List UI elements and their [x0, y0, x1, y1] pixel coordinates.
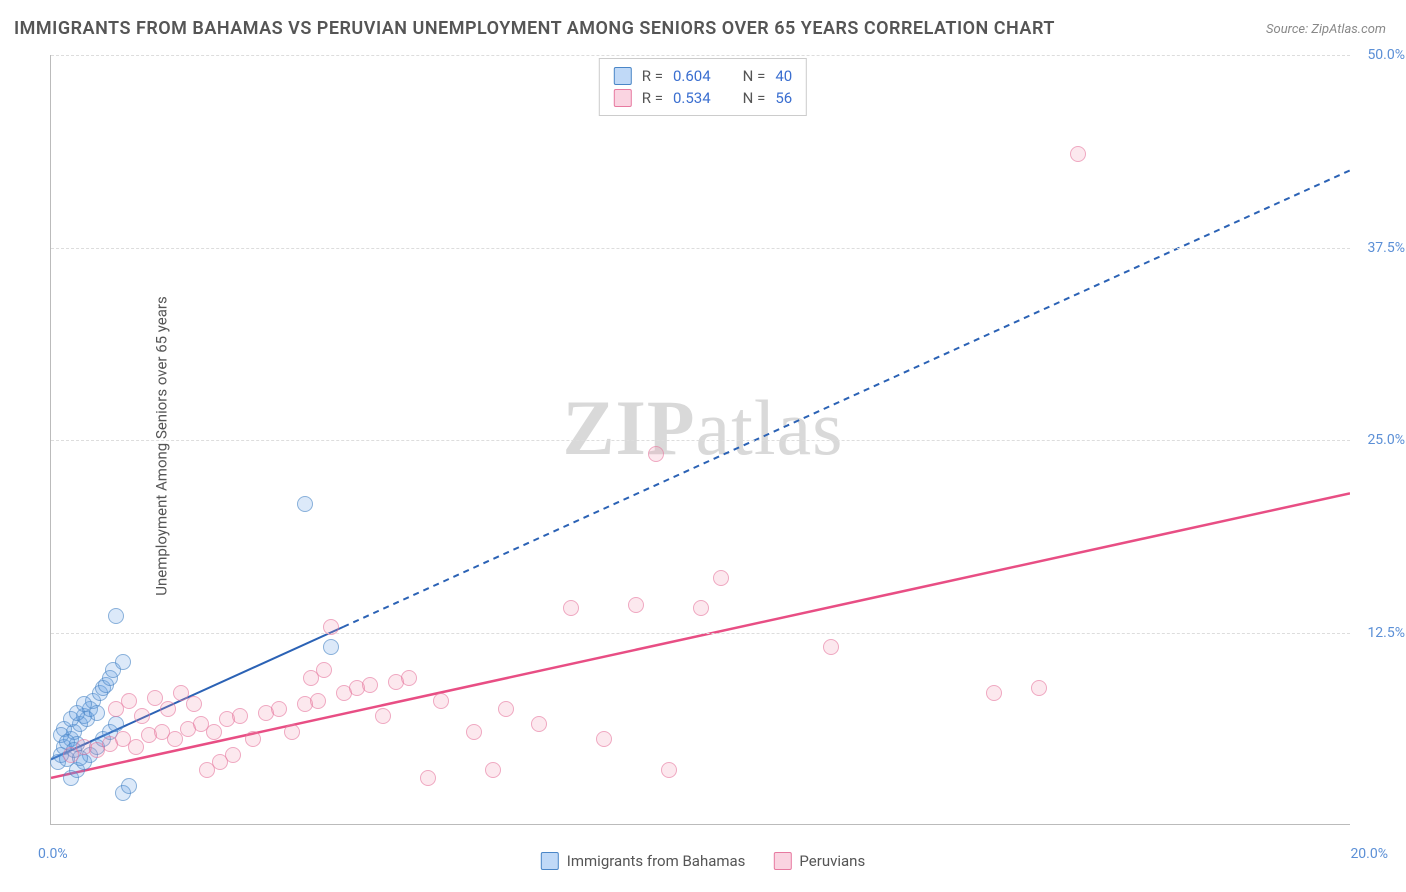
- data-point: [498, 701, 514, 717]
- data-point: [1070, 146, 1086, 162]
- data-point: [89, 705, 105, 721]
- y-tick-label: 37.5%: [1367, 240, 1405, 256]
- data-point: [362, 677, 378, 693]
- data-point: [596, 731, 612, 747]
- x-tick-max: 20.0%: [1350, 846, 1388, 862]
- data-point: [375, 708, 391, 724]
- grid-line: [51, 248, 1350, 249]
- n-label: N =: [743, 89, 766, 107]
- grid-line: [51, 633, 1350, 634]
- data-point: [563, 600, 579, 616]
- data-point: [693, 600, 709, 616]
- legend-swatch-pink: [614, 89, 632, 107]
- data-point: [134, 708, 150, 724]
- legend-item-blue: Immigrants from Bahamas: [541, 852, 746, 870]
- data-point: [420, 770, 436, 786]
- legend-swatch-blue: [541, 852, 559, 870]
- r-value-blue: 0.604: [673, 67, 711, 85]
- chart-title: IMMIGRANTS FROM BAHAMAS VS PERUVIAN UNEM…: [14, 18, 1055, 39]
- data-point: [323, 619, 339, 635]
- data-point: [160, 701, 176, 717]
- scatter-chart: 12.5%25.0%37.5%50.0%: [50, 55, 1350, 825]
- r-value-pink: 0.534: [673, 89, 711, 107]
- data-point: [713, 570, 729, 586]
- data-point: [232, 708, 248, 724]
- r-label: R =: [642, 89, 663, 107]
- data-point: [661, 762, 677, 778]
- data-point: [167, 731, 183, 747]
- data-point: [128, 739, 144, 755]
- data-point: [648, 446, 664, 462]
- series-legend: Immigrants from Bahamas Peruvians: [541, 852, 865, 870]
- data-point: [108, 716, 124, 732]
- data-point: [531, 716, 547, 732]
- legend-item-pink: Peruvians: [773, 852, 865, 870]
- data-point: [225, 747, 241, 763]
- data-point: [206, 724, 222, 740]
- data-point: [466, 724, 482, 740]
- n-label: N =: [743, 67, 766, 85]
- trend-line-dashed: [343, 170, 1350, 627]
- legend-label-pink: Peruvians: [799, 852, 865, 870]
- data-point: [108, 608, 124, 624]
- data-point: [76, 696, 92, 712]
- data-point: [1031, 680, 1047, 696]
- data-point: [121, 693, 137, 709]
- data-point: [433, 693, 449, 709]
- data-point: [284, 724, 300, 740]
- grid-line: [51, 55, 1350, 56]
- data-point: [823, 639, 839, 655]
- data-point: [485, 762, 501, 778]
- data-point: [115, 654, 131, 670]
- data-point: [401, 670, 417, 686]
- y-tick-label: 12.5%: [1367, 625, 1405, 641]
- data-point: [297, 496, 313, 512]
- correlation-legend: R = 0.604 N = 40 R = 0.534 N = 56: [599, 58, 807, 116]
- data-point: [323, 639, 339, 655]
- source-attribution: Source: ZipAtlas.com: [1266, 22, 1386, 37]
- legend-swatch-blue: [614, 67, 632, 85]
- r-label: R =: [642, 67, 663, 85]
- data-point: [628, 597, 644, 613]
- data-point: [986, 685, 1002, 701]
- data-point: [316, 662, 332, 678]
- data-point: [310, 693, 326, 709]
- data-point: [186, 696, 202, 712]
- y-tick-label: 50.0%: [1367, 47, 1405, 63]
- legend-label-blue: Immigrants from Bahamas: [567, 852, 746, 870]
- data-point: [271, 701, 287, 717]
- grid-line: [51, 440, 1350, 441]
- n-value-blue: 40: [775, 67, 792, 85]
- legend-row-pink: R = 0.534 N = 56: [614, 87, 792, 109]
- legend-row-blue: R = 0.604 N = 40: [614, 65, 792, 87]
- data-point: [245, 731, 261, 747]
- data-point: [121, 778, 137, 794]
- y-tick-label: 25.0%: [1367, 432, 1405, 448]
- x-tick-min: 0.0%: [38, 846, 68, 862]
- legend-swatch-pink: [773, 852, 791, 870]
- n-value-pink: 56: [775, 89, 792, 107]
